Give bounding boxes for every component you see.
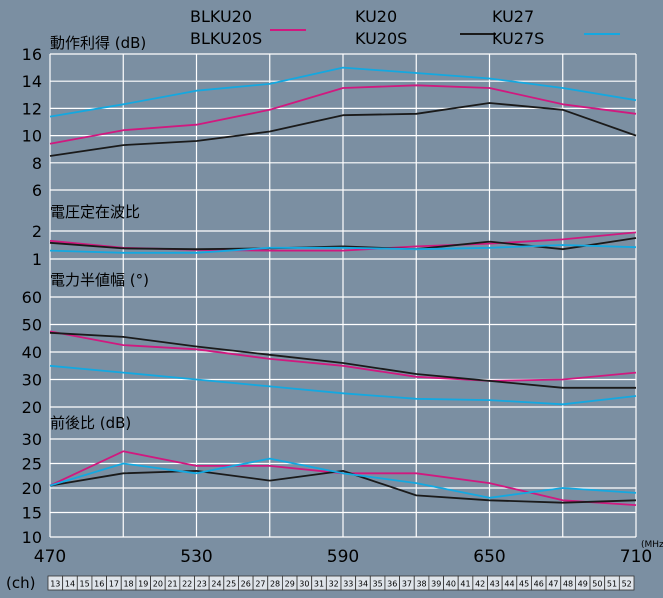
x-tick-label: 710 [620,547,652,567]
y-tick-label: 1 [32,250,42,269]
channel-cell [618,575,635,591]
channel-number: 21 [167,580,177,589]
panel-2: 1 2 電圧定在波比 [32,203,637,269]
series-line-ku27 [49,102,637,157]
channel-number: 18 [123,580,133,589]
series-line-ku27 [49,469,637,504]
channel-number: 33 [343,580,353,589]
y-tick-label: 6 [32,181,42,200]
channel-number: 30 [299,580,309,589]
series-line-ku20 [49,84,637,145]
legend-label: BLKU20S [190,29,262,48]
panel-4: 10 15 20 25 30 前後比 (dB) [22,414,637,547]
channel-number: 50 [592,580,602,589]
panel-1: 6 8 10 12 14 16 動作利得 (dB) [22,34,637,200]
legend-label: BLKU20 [190,7,252,26]
series-line-ku27 [49,331,636,389]
channel-number: 36 [387,580,397,589]
y-tick-label: 50 [22,316,42,335]
x-tick-label: 530 [180,547,212,567]
channel-number: 25 [226,580,236,589]
y-tick-label: 10 [22,528,42,547]
series-line-ku27s [49,244,637,254]
y-tick-label: 12 [22,99,42,118]
channel-number: 26 [241,580,251,589]
channel-number: 44 [504,580,514,589]
y-tick-label: 15 [22,504,42,523]
series-line-ku27s [49,457,637,499]
channel-number: 41 [460,580,470,589]
channel-number: 15 [80,580,90,589]
y-tick-label: 20 [22,398,42,417]
channel-number: 16 [94,580,104,589]
panel-title: 電力半値幅 (°) [50,271,149,289]
x-unit-label: (MHz) [641,540,663,550]
channel-number: 34 [358,580,368,589]
y-tick-label: 14 [22,72,42,91]
channel-axis-label: (ch) [6,574,35,592]
panel-title: 前後比 (dB) [50,414,131,432]
y-tick-label: 30 [22,430,42,449]
x-tick-label: 650 [473,547,505,567]
legend-label: KU27S [492,29,544,48]
channel-number: 27 [255,580,265,589]
channel-number: 49 [578,580,588,589]
y-tick-label: 20 [22,479,42,498]
channel-number: 31 [314,580,324,589]
channel-number: 35 [373,580,383,589]
series-line-ku27s [49,66,637,118]
channel-number: 17 [109,580,119,589]
channel-number: 37 [402,580,412,589]
y-tick-label: 16 [22,45,42,64]
y-tick-label: 40 [22,343,42,362]
channel-number: 42 [475,580,485,589]
legend-label: KU20S [355,29,407,48]
channel-number: 39 [431,580,441,589]
channel-number: 48 [563,580,573,589]
y-tick-label: 25 [22,455,42,474]
grid [49,54,637,537]
channel-number: 43 [490,580,500,589]
channel-number: 13 [50,580,60,589]
y-tick-label: 8 [32,154,42,173]
channel-number: 47 [548,580,558,589]
y-tick-label: 60 [22,288,42,307]
legend-label: KU27 [492,7,534,26]
y-tick-label: 30 [22,371,42,390]
channel-number: 46 [534,580,544,589]
panel-title: 電圧定在波比 [50,203,140,221]
channel-number: 19 [138,580,148,589]
panel-3: 20 30 40 50 60 電力半値幅 (°) [22,271,637,417]
x-tick-label: 470 [34,547,66,567]
channel-number: 40 [446,580,456,589]
legend-label: KU20 [355,7,397,26]
channel-number: 45 [519,580,529,589]
channel-strip: 13 14 15 16 17 18 19 20 21 22 23 24 25 26 27 28 29 30 31 32… [47,575,635,591]
channel-number: 24 [211,580,221,589]
channel-number: 20 [153,580,163,589]
y-tick-label: 10 [22,127,42,146]
channel-number: 22 [182,580,192,589]
channel-number: 38 [416,580,426,589]
channel-number: 23 [197,580,207,589]
y-tick-label: 2 [32,222,42,241]
legend: BLKU20 BLKU20S KU20 KU20S KU27 KU27S [190,7,620,48]
channel-number: 28 [270,580,280,589]
series-line-ku20 [49,330,637,382]
series-line-ku27s [49,364,637,406]
channel-number: 14 [65,580,75,589]
x-tick-label: 590 [327,547,359,567]
channel-number: 32 [329,580,339,589]
channel-number: 29 [285,580,295,589]
panel-title: 動作利得 (dB) [50,34,146,52]
channel-number: 52 [622,580,632,589]
channel-number: 51 [607,580,617,589]
